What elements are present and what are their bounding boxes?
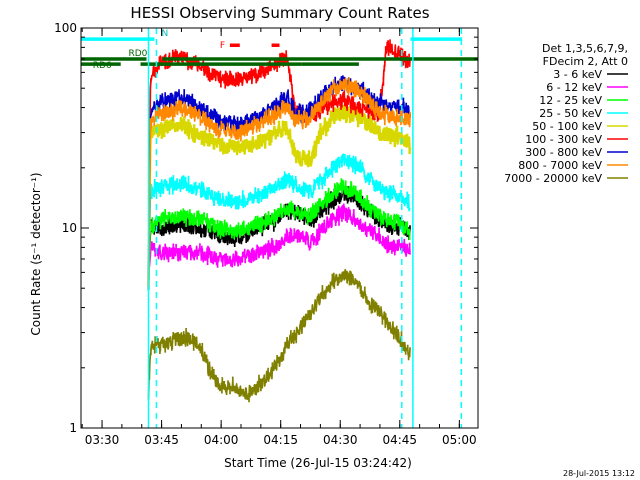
x-axis-label: Start Time (26-Jul-15 03:24:42) (224, 456, 412, 470)
state-bars-layer: RD0 RD6 N F (81, 29, 478, 71)
legend-label: 800 - 7000 keV (518, 159, 602, 172)
state-label-rd0: RD0 (129, 49, 148, 59)
x-tick-label: 04:00 (204, 433, 239, 447)
axes-layer: 03:30 03:45 04:00 04:15 04:30 04:45 05:00 1 10 10… (54, 21, 478, 447)
y-tick-label: 10 (62, 221, 77, 235)
legend-header-line: FDecim 2, Att 0 (543, 55, 628, 68)
x-tick-label: 05:00 (442, 433, 477, 447)
y-tick-label: 1 (69, 421, 77, 435)
y-tick-label: 100 (54, 21, 77, 35)
legend-label: 6 - 12 keV (546, 81, 602, 94)
x-tick-label: 03:45 (144, 433, 179, 447)
state-label-rd6: RD6 (93, 61, 112, 71)
legend-header-line: Det 1,3,5,6,7,9, (542, 42, 628, 55)
legend-label: 100 - 300 keV (525, 133, 602, 146)
legend-label: 50 - 100 keV (532, 120, 602, 133)
x-tick-label: 04:15 (263, 433, 298, 447)
chart-title: HESSI Observing Summary Count Rates (130, 4, 429, 22)
timestamp-footnote: 28-Jul-2015 13:12 (563, 469, 635, 478)
legend-label: 25 - 50 keV (539, 107, 602, 120)
legend: Det 1,3,5,6,7,9,FDecim 2, Att 03 - 6 keV… (504, 42, 628, 185)
legend-label: 7000 - 20000 keV (504, 172, 602, 185)
plot-frame (80, 27, 479, 429)
x-tick-label: 04:45 (382, 433, 417, 447)
legend-label: 300 - 800 keV (525, 146, 602, 159)
legend-label: 12 - 25 keV (539, 94, 602, 107)
series-layer (147, 39, 412, 403)
x-tick-label: 03:30 (85, 433, 120, 447)
legend-label: 3 - 6 keV (553, 68, 602, 81)
vertical-markers-layer (147, 28, 463, 428)
series-line-9 (147, 268, 411, 403)
x-tick-label: 04:30 (323, 433, 358, 447)
state-label-f: F (220, 41, 225, 51)
y-axis-label: Count Rate (s⁻¹ detector⁻¹) (29, 172, 43, 335)
state-label-n: N (161, 29, 168, 39)
